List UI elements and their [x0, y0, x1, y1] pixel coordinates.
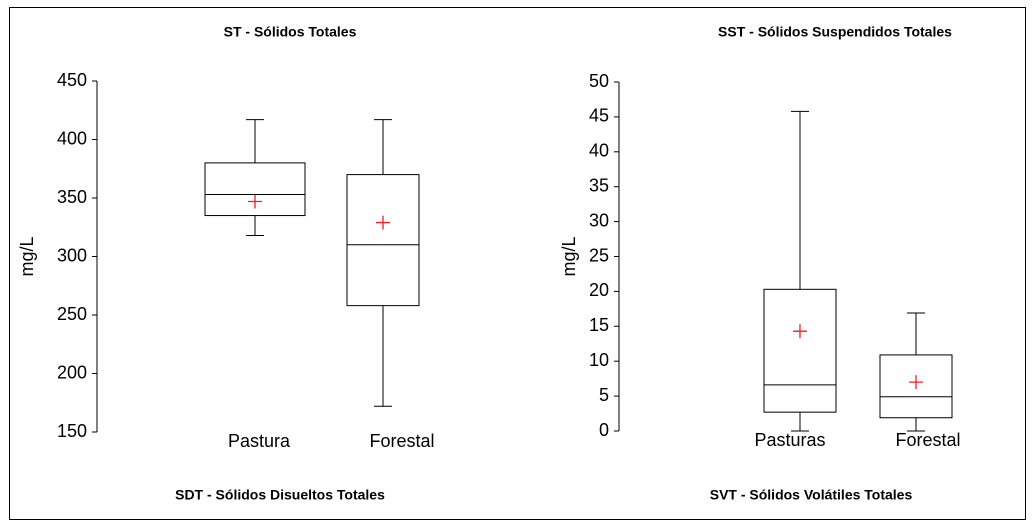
box — [204, 162, 306, 217]
mean-marker — [376, 215, 390, 230]
y-tick-label: 20 — [589, 280, 609, 300]
x-tick-label: Pasturas — [754, 430, 825, 450]
mean-marker — [793, 324, 807, 339]
frame — [9, 7, 1026, 520]
y-tick-label: 30 — [589, 210, 609, 230]
y-tick-label: 150 — [57, 421, 87, 441]
box — [879, 354, 953, 419]
y-tick-label: 5 — [599, 385, 609, 405]
y-tick-label: 200 — [57, 362, 87, 382]
y-tick-label: 10 — [589, 350, 609, 370]
box — [763, 288, 837, 413]
y-axis-label: mg/L — [559, 236, 579, 276]
caption: SVT - Sólidos Volátiles Totales — [710, 487, 913, 503]
y-tick-label: 300 — [57, 245, 87, 265]
y-tick-label: 35 — [589, 175, 609, 195]
y-tick-label: 400 — [57, 128, 87, 148]
box — [346, 174, 420, 307]
mean-marker — [909, 375, 923, 390]
x-tick-label: Forestal — [369, 431, 434, 451]
x-tick-label: Forestal — [895, 430, 960, 450]
chart-title: ST - Sólidos Totales — [224, 24, 357, 40]
y-tick-label: 40 — [589, 141, 609, 161]
caption: SDT - Sólidos Disueltos Totales — [175, 487, 385, 503]
y-tick-label: 350 — [57, 187, 87, 207]
y-tick-label: 45 — [589, 106, 609, 126]
y-tick-label: 50 — [589, 71, 609, 91]
y-tick-label: 25 — [589, 245, 609, 265]
y-tick-label: 250 — [57, 304, 87, 324]
x-tick-label: Pastura — [228, 431, 291, 451]
chart-title: SST - Sólidos Suspendidos Totales — [718, 24, 952, 40]
y-axis-label: mg/L — [17, 236, 37, 276]
y-tick-label: 0 — [599, 420, 609, 440]
mean-marker — [248, 194, 262, 209]
y-tick-label: 450 — [57, 70, 87, 90]
y-tick-label: 15 — [589, 315, 609, 335]
